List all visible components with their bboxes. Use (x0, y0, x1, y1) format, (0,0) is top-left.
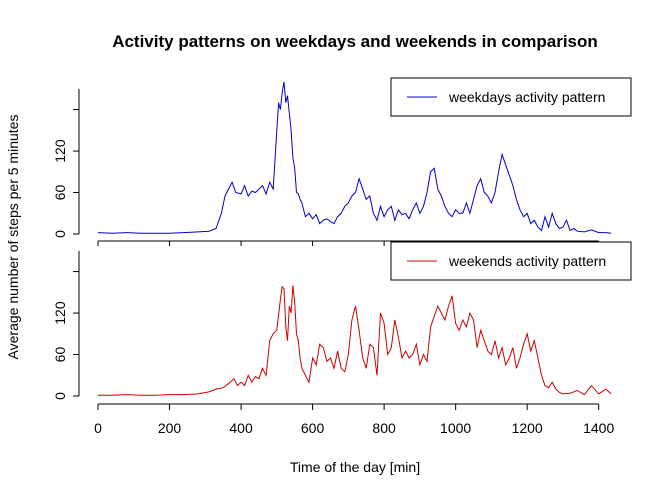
weekdays-legend-label: weekdays activity pattern (448, 89, 605, 105)
x-tick-label: 1200 (512, 420, 543, 436)
weekends-y-tick-label: 120 (52, 301, 68, 325)
x-tick-label: 1400 (583, 420, 614, 436)
x-axis-label: Time of the day [min] (290, 459, 420, 475)
weekdays-series-line (97, 81, 612, 234)
x-tick-label: 800 (372, 420, 396, 436)
x-tick-label: 400 (229, 420, 253, 436)
chart-title: Activity patterns on weekdays and weeken… (112, 32, 598, 51)
x-tick-label: 1000 (440, 420, 471, 436)
x-tick-label: 0 (94, 420, 102, 436)
weekdays-y-tick-label: 60 (52, 185, 68, 201)
weekdays-y-tick-label: 0 (52, 230, 68, 238)
weekends-y-tick-label: 0 (52, 392, 68, 400)
weekdays-y-tick-label: 120 (52, 139, 68, 163)
weekends-series-line (98, 285, 612, 396)
x-tick-label: 200 (158, 420, 182, 436)
x-tick-label: 600 (301, 420, 325, 436)
y-axis-label: Average number of steps per 5 minutes (5, 115, 21, 360)
weekends-y-tick-label: 60 (52, 347, 68, 363)
weekends-legend-label: weekends activity pattern (448, 253, 606, 269)
